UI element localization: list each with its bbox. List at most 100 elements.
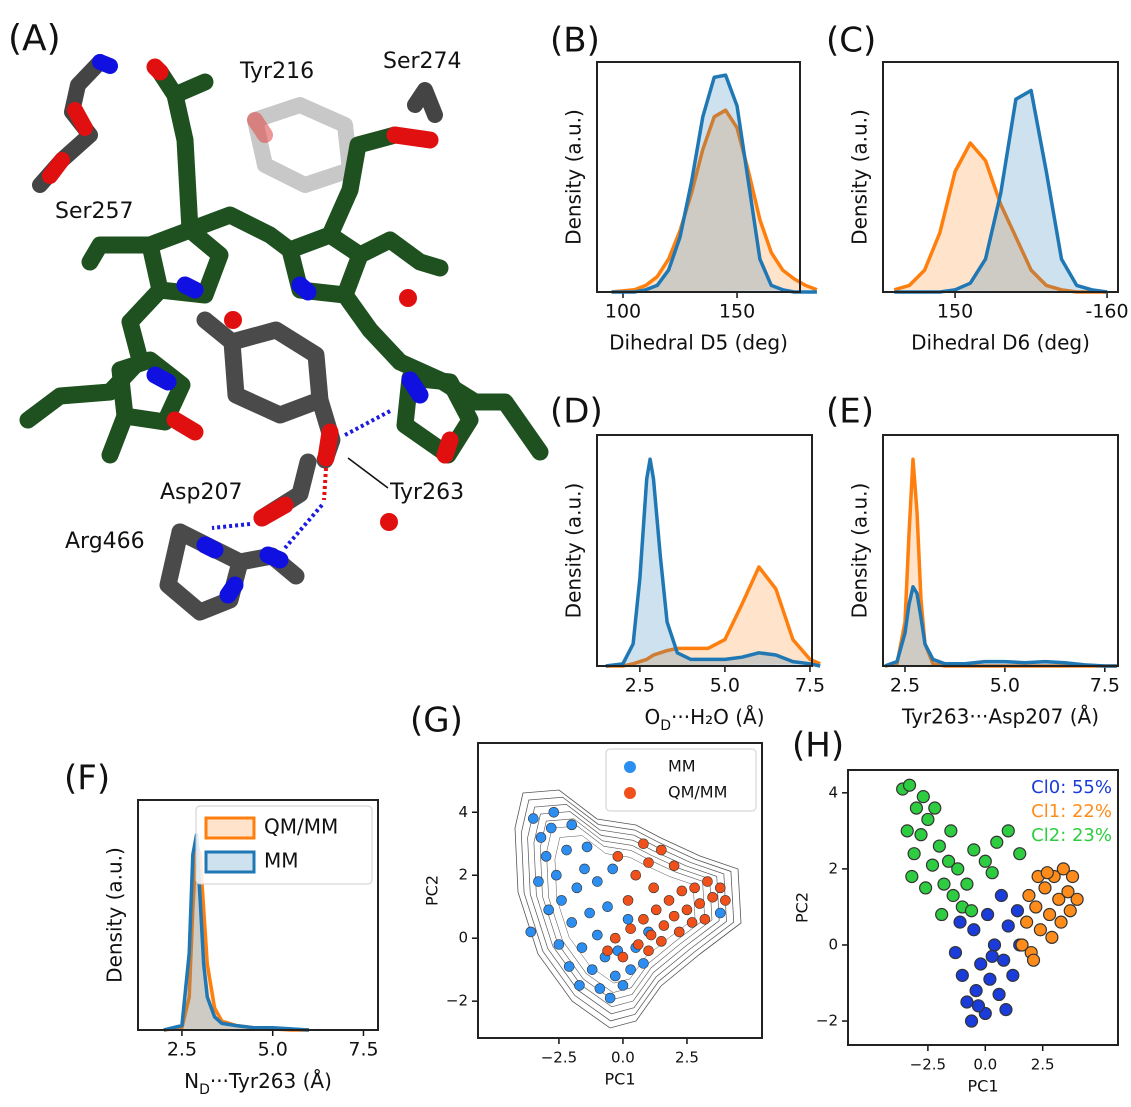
- bond: [317, 423, 339, 467]
- porphyrin: [19, 63, 549, 464]
- scatter-point: [540, 851, 552, 862]
- residue-label: Tyr263: [389, 480, 464, 505]
- scatter-point: [1020, 915, 1034, 929]
- x-tick-label: 2.5: [167, 1039, 197, 1061]
- scatter-point: [658, 920, 670, 931]
- x-axis-label: Dihedral D5 (deg): [609, 331, 788, 355]
- scatter-point: [607, 863, 619, 875]
- h-bond: [322, 467, 328, 501]
- scatter-point: [571, 882, 583, 894]
- scatter-point: [648, 882, 659, 894]
- scatter-point: [964, 1014, 979, 1028]
- axes-frame: [596, 434, 813, 667]
- bond: [146, 58, 169, 81]
- scatter-point: [946, 888, 960, 903]
- ring: [396, 369, 479, 464]
- h-bond: [344, 408, 393, 437]
- scatter-point: [533, 876, 544, 887]
- bond: [219, 576, 244, 604]
- scatter-point: [921, 812, 935, 827]
- scatter-point: [983, 972, 997, 986]
- scatter-point: [602, 901, 613, 913]
- y-tick-label: 2: [828, 859, 838, 877]
- scatter-point: [1026, 953, 1041, 967]
- x-tick-label: 2.5: [625, 675, 655, 697]
- scatter-point: [574, 980, 585, 991]
- residue-label: Arg466: [65, 529, 145, 554]
- scatter-point: [1040, 866, 1054, 880]
- panel-label: (C): [826, 21, 876, 61]
- residue-label: Ser257: [55, 199, 134, 224]
- panel-label: (F): [64, 759, 110, 799]
- scatter-point: [914, 828, 928, 842]
- scatter-point: [935, 907, 949, 922]
- scatter-point: [928, 801, 942, 815]
- axes-frame: [477, 742, 763, 1039]
- scatter-point: [702, 876, 713, 887]
- y-tick-label: −2: [446, 992, 468, 1010]
- scatter-point: [985, 866, 999, 880]
- scatter-point: [566, 819, 578, 831]
- x-tick-label: 2.5: [1031, 1056, 1055, 1074]
- scatter-point: [609, 970, 621, 982]
- scatter-point: [563, 961, 575, 972]
- scatter-point: [932, 839, 946, 853]
- x-axis-label-part: D: [660, 718, 671, 734]
- x-axis-label-part: D: [199, 1082, 210, 1098]
- density-curve: [611, 73, 817, 294]
- ser274: [407, 82, 443, 123]
- x-axis-label-part: N: [184, 1069, 199, 1093]
- bond: [291, 276, 317, 301]
- axes-frame: [882, 434, 1119, 667]
- scatter-point: [638, 838, 649, 850]
- scatter-point: [707, 891, 718, 903]
- scatter-point: [902, 778, 917, 792]
- scatter-point: [971, 999, 986, 1013]
- scatter-point: [978, 854, 992, 868]
- legend-label: Cl2: 23%: [1031, 825, 1112, 846]
- scatter-point: [581, 841, 593, 853]
- scatter-point: [1015, 938, 1029, 952]
- scatter-point: [592, 929, 603, 941]
- y-axis-label: Density (a.u.): [848, 109, 872, 245]
- x-axis-label-part: ···Tyr263 (Å): [210, 1069, 332, 1093]
- scatter-point: [543, 904, 554, 916]
- legend-marker: [624, 761, 636, 773]
- scatter-point: [699, 914, 711, 925]
- plot-area: [525, 806, 731, 1004]
- legend-label: Cl1: 22%: [1031, 801, 1112, 822]
- scatter-point: [999, 1003, 1013, 1017]
- x-axis-label: PC1: [605, 1070, 636, 1089]
- scatter-point: [525, 926, 537, 938]
- x-tick-label: 7.5: [348, 1039, 378, 1061]
- y-tick-label: −2: [816, 1012, 838, 1030]
- x-axis-label-part: O: [644, 705, 660, 729]
- legend-label: MM: [668, 757, 696, 776]
- panel: (G) −2.5 0.0 2.5 −2 0 2 4 PC1 PC2 MM QM/MM: [410, 701, 763, 1089]
- scatter-point: [960, 877, 974, 891]
- scatter-point: [720, 895, 731, 906]
- x-axis-label: OD···H₂O (Å): [644, 705, 764, 735]
- panel: (B) 100 150 Dihedral D5 (deg) Density (a.u.): [550, 21, 818, 355]
- scatter-point: [980, 907, 995, 922]
- panel: (C) 150 -160 Dihedral D6 (deg) Density (a.u.…: [826, 21, 1129, 355]
- bond: [247, 112, 273, 143]
- x-axis-label: Tyr263···Asp207 (Å): [901, 705, 1099, 729]
- scatter-point: [900, 824, 914, 838]
- scatter-point: [561, 844, 572, 856]
- scatter-point: [1010, 904, 1025, 918]
- scatter-point: [622, 895, 634, 906]
- bond: [436, 431, 459, 464]
- panel: (F) 2.5 5.0 7.5 ND···Tyr263 (Å) Density (a.u.…: [64, 759, 379, 1098]
- scatter-point: [714, 907, 726, 919]
- scatter-point: [668, 860, 680, 872]
- y-tick-label: 4: [458, 803, 468, 821]
- panel-label: (B): [550, 21, 600, 61]
- scatter-point: [1001, 824, 1015, 838]
- chain: [101, 407, 134, 464]
- scatter-point: [622, 914, 634, 925]
- scatter-point: [694, 898, 706, 909]
- scatter-point: [1038, 881, 1052, 895]
- scatter-point: [643, 857, 654, 868]
